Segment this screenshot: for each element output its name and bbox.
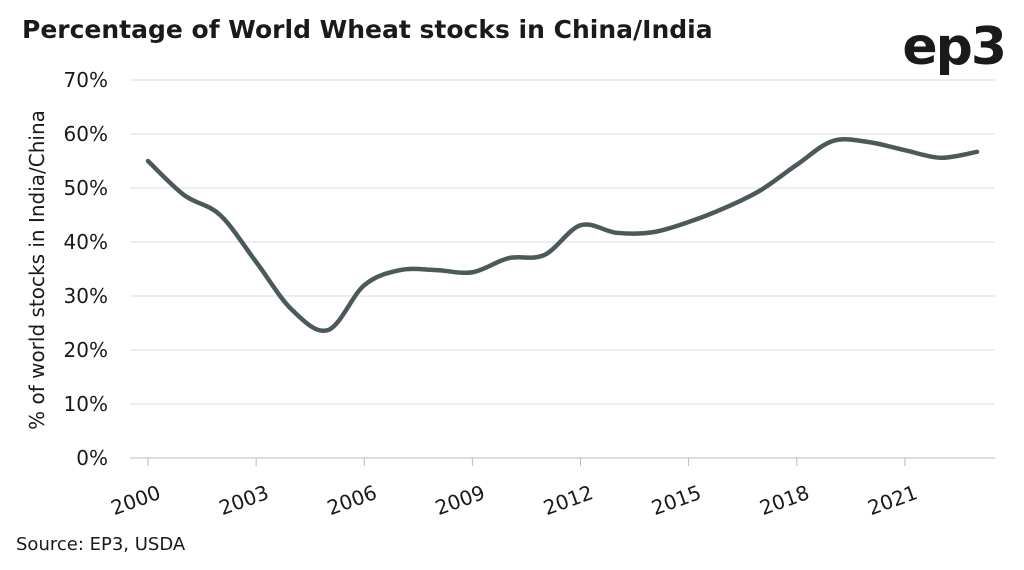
x-tick-label: 2015 xyxy=(648,480,704,520)
x-tick-label: 2000 xyxy=(108,480,164,520)
y-tick-label: 70% xyxy=(64,68,108,92)
logo: ep3 xyxy=(902,17,1005,77)
y-tick-label: 40% xyxy=(64,230,108,254)
y-tick-label: 30% xyxy=(64,284,108,308)
x-tick-label: 2003 xyxy=(216,480,272,520)
x-tick-label: 2012 xyxy=(540,480,596,520)
data-line xyxy=(145,137,980,334)
x-tick-label: 2006 xyxy=(324,480,380,520)
y-tick-label: 50% xyxy=(64,176,108,200)
x-tick-label: 2009 xyxy=(432,480,488,520)
x-tick-label: 2018 xyxy=(756,480,812,520)
y-tick-label: 10% xyxy=(64,392,108,416)
y-tick-label: 0% xyxy=(76,446,108,470)
y-tick-label: 60% xyxy=(64,122,108,146)
chart-title: Percentage of World Wheat stocks in Chin… xyxy=(22,15,713,44)
source-note: Source: EP3, USDA xyxy=(16,534,186,555)
y-tick-label: 20% xyxy=(64,338,108,362)
y-axis-label: % of world stocks in India/China xyxy=(25,110,49,430)
x-tick-label: 2021 xyxy=(865,480,921,520)
